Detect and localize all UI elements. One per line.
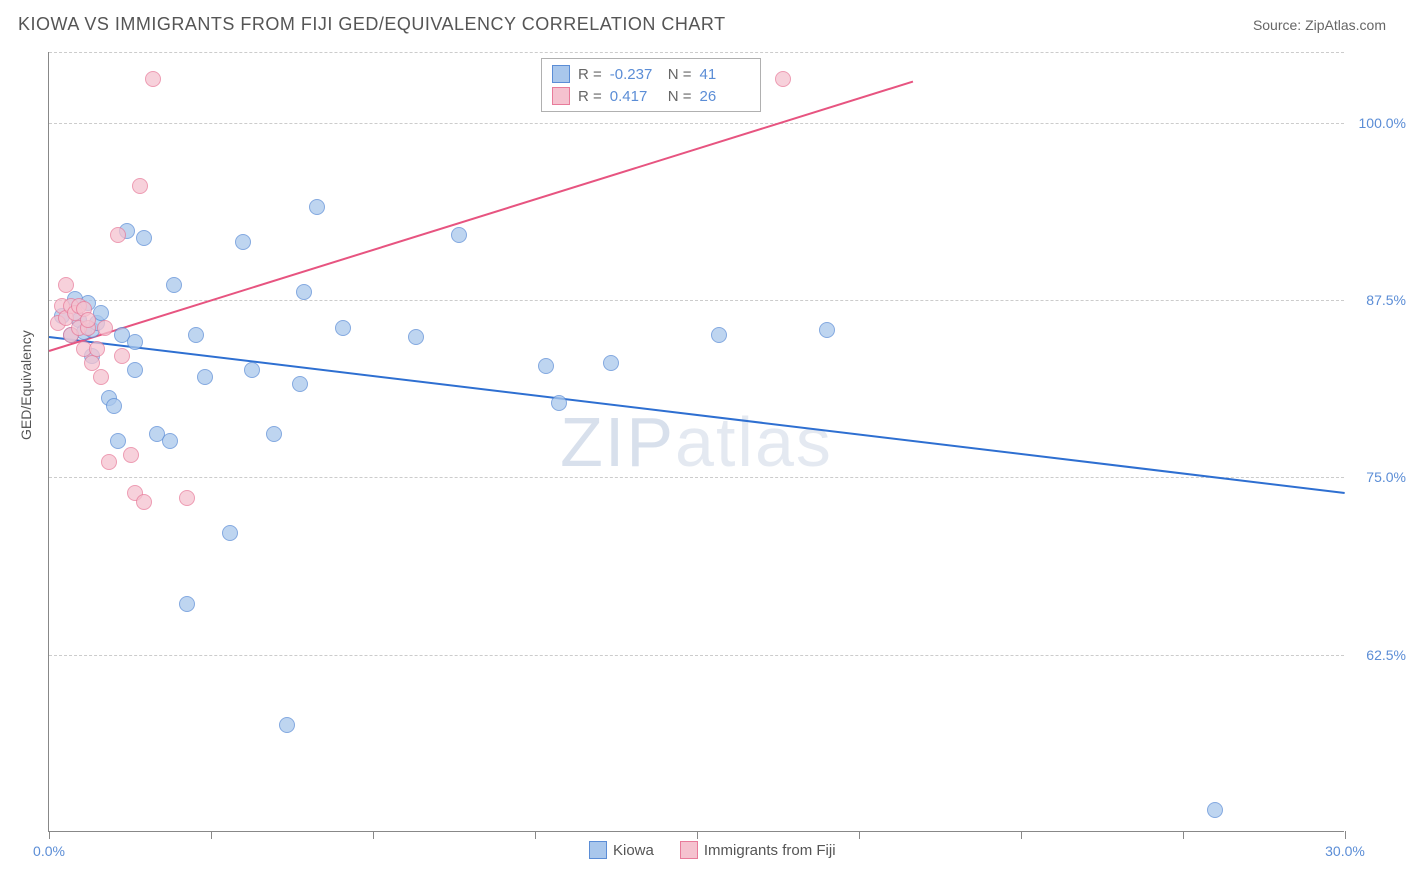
legend-swatch bbox=[589, 841, 607, 859]
legend: Kiowa Immigrants from Fiji bbox=[589, 841, 836, 859]
regression-line bbox=[49, 336, 1345, 494]
stats-box: R = -0.237 N = 41 R = 0.417 N = 26 bbox=[541, 58, 761, 112]
data-point bbox=[145, 71, 161, 87]
data-point bbox=[819, 322, 835, 338]
data-point bbox=[132, 178, 148, 194]
x-tick-label: 30.0% bbox=[1325, 843, 1365, 859]
data-point bbox=[179, 490, 195, 506]
data-point bbox=[603, 355, 619, 371]
data-point bbox=[136, 230, 152, 246]
x-tick bbox=[211, 831, 212, 839]
stat-n-label: N = bbox=[668, 66, 692, 83]
y-tick-label: 100.0% bbox=[1359, 115, 1406, 131]
data-point bbox=[188, 327, 204, 343]
regression-line bbox=[49, 80, 914, 351]
stat-n-value: 41 bbox=[700, 66, 750, 83]
stat-r-value: -0.237 bbox=[610, 66, 660, 83]
gridline bbox=[49, 123, 1344, 124]
data-point bbox=[114, 348, 130, 364]
data-point bbox=[309, 199, 325, 215]
data-point bbox=[235, 234, 251, 250]
source-label: Source: ZipAtlas.com bbox=[1253, 17, 1386, 33]
x-tick bbox=[1345, 831, 1346, 839]
legend-item: Immigrants from Fiji bbox=[680, 841, 836, 859]
x-tick bbox=[697, 831, 698, 839]
gridline bbox=[49, 477, 1344, 478]
x-tick bbox=[1183, 831, 1184, 839]
scatter-chart: ZIPatlas 62.5%75.0%87.5%100.0%0.0%30.0%R… bbox=[48, 52, 1344, 832]
stat-n-value: 26 bbox=[700, 88, 750, 105]
data-point bbox=[222, 525, 238, 541]
data-point bbox=[136, 494, 152, 510]
stat-r-label: R = bbox=[578, 88, 602, 105]
stat-r-value: 0.417 bbox=[610, 88, 660, 105]
data-point bbox=[551, 395, 567, 411]
x-tick bbox=[1021, 831, 1022, 839]
data-point bbox=[296, 284, 312, 300]
stat-n-label: N = bbox=[668, 88, 692, 105]
data-point bbox=[127, 334, 143, 350]
data-point bbox=[89, 341, 105, 357]
data-point bbox=[58, 277, 74, 293]
data-point bbox=[711, 327, 727, 343]
series-swatch bbox=[552, 65, 570, 83]
data-point bbox=[110, 433, 126, 449]
data-point bbox=[538, 358, 554, 374]
gridline bbox=[49, 655, 1344, 656]
data-point bbox=[166, 277, 182, 293]
x-tick bbox=[535, 831, 536, 839]
data-point bbox=[179, 596, 195, 612]
chart-title: KIOWA VS IMMIGRANTS FROM FIJI GED/EQUIVA… bbox=[18, 14, 726, 35]
y-tick-label: 87.5% bbox=[1366, 292, 1406, 308]
data-point bbox=[244, 362, 260, 378]
legend-item: Kiowa bbox=[589, 841, 654, 859]
data-point bbox=[197, 369, 213, 385]
data-point bbox=[106, 398, 122, 414]
stat-r-label: R = bbox=[578, 66, 602, 83]
gridline bbox=[49, 300, 1344, 301]
series-swatch bbox=[552, 87, 570, 105]
data-point bbox=[110, 227, 126, 243]
data-point bbox=[162, 433, 178, 449]
stats-row: R = -0.237 N = 41 bbox=[552, 63, 750, 85]
data-point bbox=[279, 717, 295, 733]
data-point bbox=[123, 447, 139, 463]
data-point bbox=[101, 454, 117, 470]
data-point bbox=[451, 227, 467, 243]
data-point bbox=[335, 320, 351, 336]
data-point bbox=[775, 71, 791, 87]
data-point bbox=[127, 362, 143, 378]
y-tick-label: 62.5% bbox=[1366, 647, 1406, 663]
data-point bbox=[408, 329, 424, 345]
x-tick bbox=[373, 831, 374, 839]
data-point bbox=[80, 312, 96, 328]
data-point bbox=[1207, 802, 1223, 818]
data-point bbox=[266, 426, 282, 442]
legend-label: Immigrants from Fiji bbox=[704, 842, 836, 859]
data-point bbox=[292, 376, 308, 392]
x-tick bbox=[859, 831, 860, 839]
data-point bbox=[97, 320, 113, 336]
y-axis-label: GED/Equivalency bbox=[18, 330, 34, 440]
x-tick bbox=[49, 831, 50, 839]
legend-swatch bbox=[680, 841, 698, 859]
x-tick-label: 0.0% bbox=[33, 843, 65, 859]
stats-row: R = 0.417 N = 26 bbox=[552, 85, 750, 107]
data-point bbox=[93, 369, 109, 385]
legend-label: Kiowa bbox=[613, 842, 654, 859]
y-tick-label: 75.0% bbox=[1366, 469, 1406, 485]
